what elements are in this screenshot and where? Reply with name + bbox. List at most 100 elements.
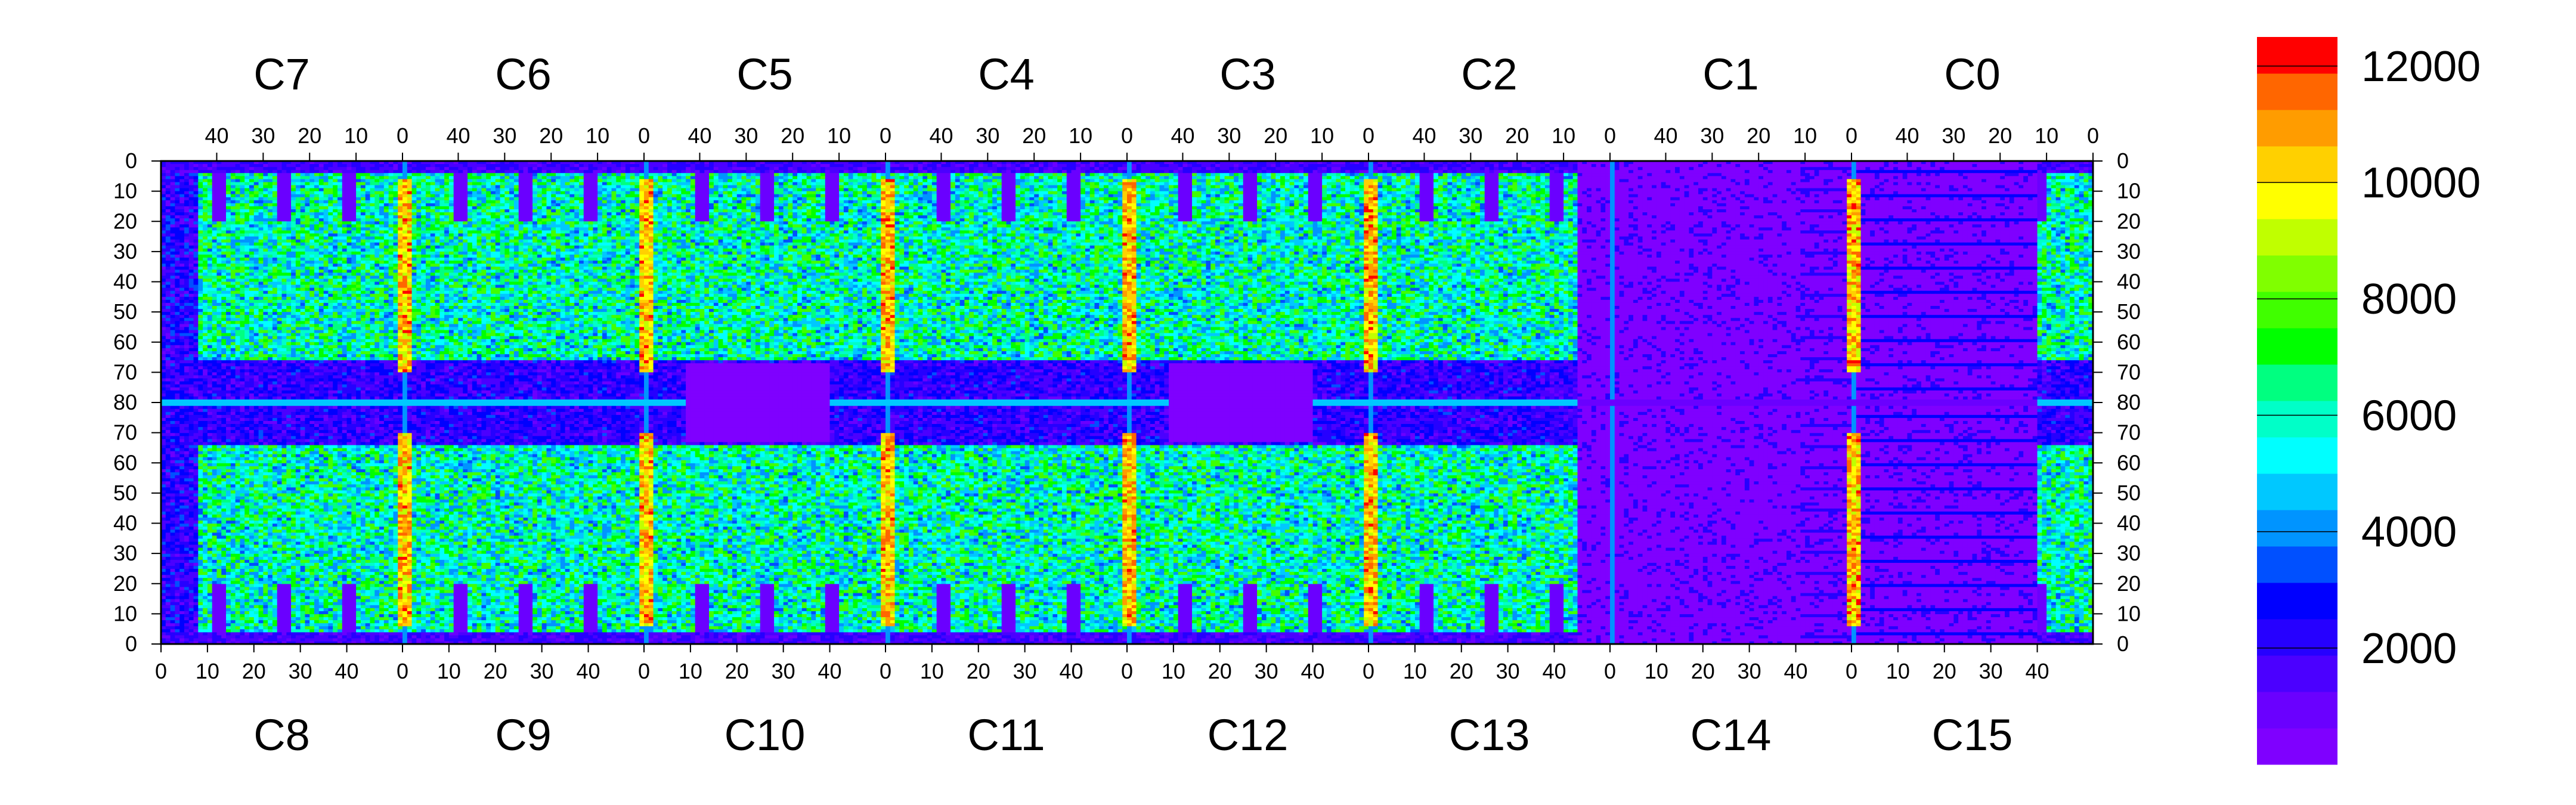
heatmap-cell (226, 200, 231, 204)
heatmap-cell (259, 194, 264, 198)
heatmap-cell (398, 240, 402, 243)
heatmap-cell (166, 291, 171, 295)
heatmap-cell (166, 278, 171, 282)
heatmap-cell (328, 164, 333, 168)
heatmap-cell (324, 240, 329, 243)
heatmap-cell (347, 243, 352, 246)
heatmap-cell (189, 243, 194, 246)
heatmap-cell (189, 264, 194, 267)
heatmap-cell (240, 273, 244, 276)
heatmap-cell (296, 212, 301, 216)
heatmap-cell (189, 200, 194, 204)
heatmap-cell (370, 167, 374, 171)
heatmap-cell (179, 282, 184, 286)
heatmap-cell (389, 261, 394, 264)
heatmap-cell (268, 258, 273, 261)
heatmap-cell (194, 288, 199, 292)
heatmap-cell (268, 230, 273, 234)
heatmap-cell (231, 218, 236, 222)
heatmap-cell (393, 209, 398, 213)
heatmap-cell (236, 188, 240, 192)
heatmap-cell (374, 212, 379, 216)
heatmap-cell (263, 218, 268, 222)
heatmap-cell (309, 267, 314, 270)
heatmap-cell (179, 264, 184, 267)
heatmap-cell (184, 297, 189, 301)
heatmap-cell (268, 273, 273, 276)
heatmap-cell (333, 282, 338, 286)
heatmap-cell (398, 179, 402, 182)
heatmap-cell (212, 275, 217, 279)
heatmap-cell (166, 212, 171, 216)
heatmap-cell (342, 297, 347, 301)
heatmap-cell (208, 188, 212, 192)
heatmap-cell (198, 261, 203, 264)
heatmap-cell (291, 255, 296, 258)
heatmap-cell (198, 170, 203, 174)
heatmap-cell (333, 200, 338, 204)
heatmap-cell (291, 215, 296, 219)
heatmap-cell (212, 285, 217, 289)
heatmap-cell (171, 212, 175, 216)
heatmap-cell (254, 255, 259, 258)
heatmap-cell (249, 273, 254, 276)
heatmap-cell (309, 246, 314, 249)
heatmap-cell (361, 197, 366, 201)
heatmap-cell (216, 297, 221, 301)
heatmap-cell (389, 275, 394, 279)
heatmap-cell (351, 285, 356, 289)
heatmap-cell (389, 243, 394, 246)
heatmap-cell (356, 282, 361, 286)
heatmap-cell (328, 170, 333, 174)
heatmap-cell (259, 264, 264, 267)
heatmap-cell (356, 224, 361, 228)
heatmap-cell (226, 267, 231, 270)
heatmap-cell (379, 234, 384, 237)
heatmap-cell (366, 273, 370, 276)
heatmap-cell (314, 237, 319, 240)
heatmap-cell (291, 249, 296, 252)
heatmap-cell (249, 215, 254, 219)
heatmap-cell (249, 294, 254, 298)
heatmap-cell (328, 291, 333, 295)
heatmap-cell (184, 209, 189, 213)
heatmap-cell (342, 278, 347, 282)
heatmap-cell (277, 197, 282, 201)
heatmap-cell (333, 221, 338, 225)
heatmap-cell (398, 227, 402, 231)
heatmap-cell (244, 209, 249, 213)
heatmap-cell (263, 291, 268, 295)
heatmap-cell (319, 230, 324, 234)
heatmap-cell (374, 282, 379, 286)
heatmap-cell (268, 291, 273, 295)
heatmap-cell (263, 240, 268, 243)
heatmap-cell (198, 188, 203, 192)
heatmap-cell (342, 200, 347, 204)
heatmap-cell (254, 270, 259, 273)
heatmap-cell (203, 212, 208, 216)
heatmap-cell (314, 206, 319, 210)
heatmap-cell (221, 267, 226, 270)
heatmap-cell (291, 278, 296, 282)
heatmap-cell (347, 206, 352, 210)
heatmap-cell (342, 170, 347, 174)
heatmap-cell (254, 194, 259, 198)
heatmap-cell (291, 182, 296, 185)
heatmap-cell (333, 179, 338, 182)
heatmap-cell (282, 185, 287, 189)
heatmap-cell (379, 173, 384, 177)
heatmap-cell (347, 234, 352, 237)
heatmap-cell (291, 288, 296, 292)
heatmap-cell (379, 237, 384, 240)
heatmap-cell (179, 252, 184, 255)
heatmap-cell (347, 264, 352, 267)
heatmap-cell (226, 264, 231, 267)
heatmap-cell (273, 188, 277, 192)
heatmap-cell (268, 246, 273, 249)
heatmap-cell (171, 221, 175, 225)
heatmap-cell (366, 227, 370, 231)
heatmap-cell (212, 270, 217, 273)
heatmap-cell (366, 215, 370, 219)
heatmap-cell (254, 209, 259, 213)
heatmap-cell (166, 234, 171, 237)
